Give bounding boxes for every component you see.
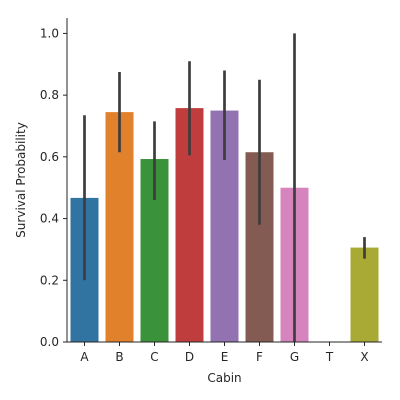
y-tick-label-1: 0.2 bbox=[40, 273, 59, 287]
x-tick-label-F: F bbox=[256, 350, 263, 364]
y-tick-label-5: 1.0 bbox=[40, 26, 59, 40]
x-tick-label-A: A bbox=[80, 350, 89, 364]
y-tick-label-0: 0.0 bbox=[40, 335, 59, 349]
x-tick-label-D: D bbox=[185, 350, 194, 364]
y-axis-label: Survival Probability bbox=[14, 122, 28, 238]
y-ticks: 0.0 0.2 0.4 0.6 0.8 1.0 bbox=[40, 26, 67, 349]
x-tick-label-E: E bbox=[221, 350, 229, 364]
x-tick-label-X: X bbox=[360, 350, 368, 364]
y-tick-label-3: 0.6 bbox=[40, 150, 59, 164]
y-tick-label-4: 0.8 bbox=[40, 88, 59, 102]
x-axis-label: Cabin bbox=[207, 371, 241, 385]
x-tick-label-G: G bbox=[290, 350, 299, 364]
y-tick-label-2: 0.4 bbox=[40, 212, 59, 226]
x-tick-label-B: B bbox=[115, 350, 123, 364]
error-bars-layer bbox=[83, 33, 366, 342]
bar-X bbox=[350, 247, 379, 342]
x-tick-label-T: T bbox=[325, 350, 334, 364]
x-tick-label-C: C bbox=[150, 350, 158, 364]
